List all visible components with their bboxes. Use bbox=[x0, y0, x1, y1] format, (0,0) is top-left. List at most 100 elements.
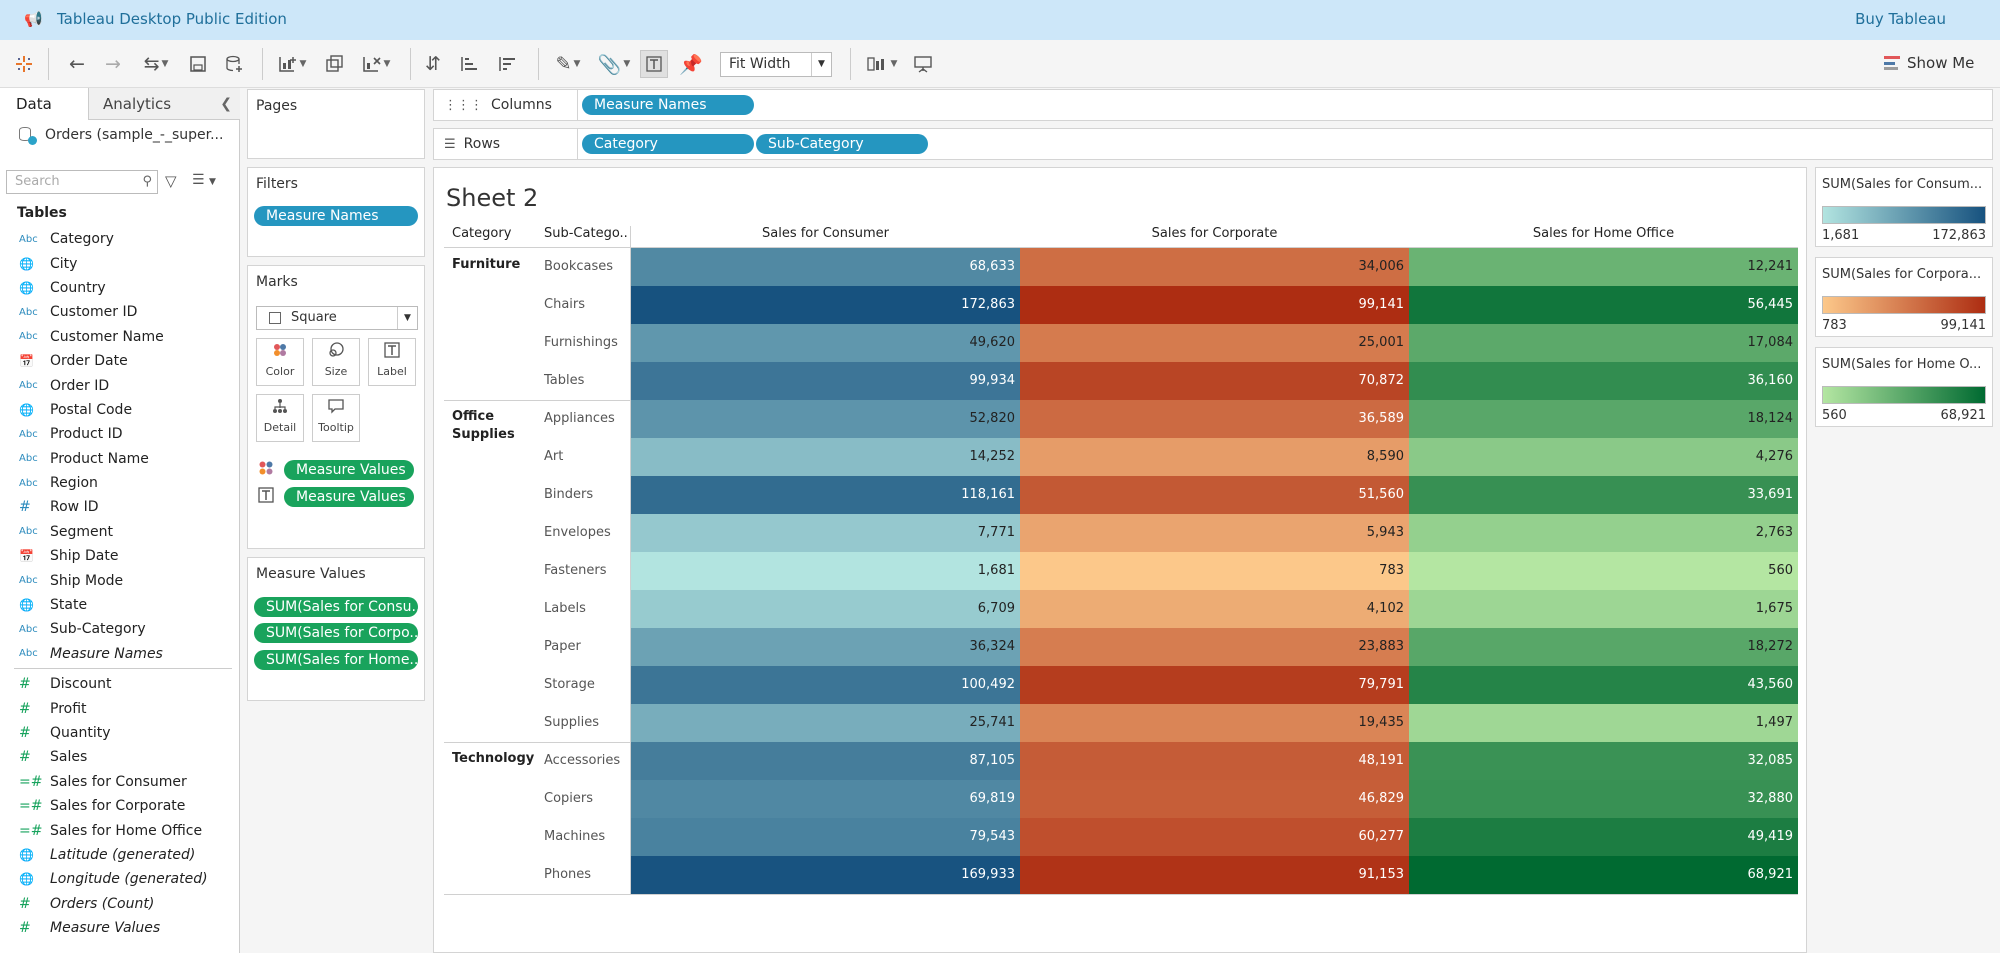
field-item[interactable]: Abc Segment bbox=[0, 520, 240, 544]
data-cell[interactable]: 4,276 bbox=[1409, 438, 1798, 476]
filters-shelf[interactable]: Filters Measure Names bbox=[247, 167, 425, 257]
color-legend-corporate[interactable]: SUM(Sales for Corpora... 783 99,141 bbox=[1815, 257, 1993, 337]
data-cell[interactable]: 560 bbox=[1409, 552, 1798, 590]
category-label[interactable]: Office Supplies bbox=[452, 409, 515, 442]
collapse-pane-icon[interactable]: ❮ bbox=[220, 96, 232, 112]
filter-pill-measure-names[interactable]: Measure Names bbox=[254, 206, 418, 226]
data-cell[interactable]: 60,277 bbox=[1020, 818, 1409, 856]
fit-width-dropdown[interactable]: Fit Width ▼ bbox=[720, 52, 832, 77]
field-item[interactable]: Abc Sub-Category bbox=[0, 617, 240, 641]
data-cell[interactable]: 36,160 bbox=[1409, 362, 1798, 400]
field-item[interactable]: Abc Measure Names bbox=[0, 642, 240, 666]
field-item[interactable]: 🌐 Latitude (generated) bbox=[0, 843, 240, 867]
header-sub-category[interactable]: Sub-Catego.. bbox=[544, 226, 628, 241]
field-item[interactable]: 🌐 State bbox=[0, 593, 240, 617]
category-label[interactable]: Furniture bbox=[452, 257, 521, 272]
data-cell[interactable]: 36,324 bbox=[631, 628, 1020, 666]
sub-category-label[interactable]: Machines bbox=[544, 829, 606, 844]
data-cell[interactable]: 5,943 bbox=[1020, 514, 1409, 552]
field-item[interactable]: 🌐 Country bbox=[0, 276, 240, 300]
data-cell[interactable]: 18,272 bbox=[1409, 628, 1798, 666]
data-cell[interactable]: 12,241 bbox=[1409, 248, 1798, 286]
data-cell[interactable]: 783 bbox=[1020, 552, 1409, 590]
field-item[interactable]: Abc Category bbox=[0, 227, 240, 251]
sub-category-label[interactable]: Phones bbox=[544, 867, 592, 882]
data-cell[interactable]: 2,763 bbox=[1409, 514, 1798, 552]
data-cell[interactable]: 99,141 bbox=[1020, 286, 1409, 324]
data-cell[interactable]: 23,883 bbox=[1020, 628, 1409, 666]
replay-icon[interactable]: ⇆ ▼ bbox=[143, 53, 169, 75]
field-item[interactable]: 🌐 Longitude (generated) bbox=[0, 867, 240, 891]
field-item[interactable]: # Sales bbox=[0, 745, 240, 769]
data-cell[interactable]: 172,863 bbox=[631, 286, 1020, 324]
header-category[interactable]: Category bbox=[452, 226, 512, 241]
field-item[interactable]: # Profit bbox=[0, 696, 240, 720]
data-cell[interactable]: 46,829 bbox=[1020, 780, 1409, 818]
field-item[interactable]: # Quantity bbox=[0, 721, 240, 745]
field-item[interactable]: 🌐 Postal Code bbox=[0, 398, 240, 422]
data-cell[interactable]: 8,590 bbox=[1020, 438, 1409, 476]
data-cell[interactable]: 18,124 bbox=[1409, 400, 1798, 438]
field-item[interactable]: Abc Region bbox=[0, 471, 240, 495]
field-item[interactable]: # Row ID bbox=[0, 495, 240, 519]
data-cell[interactable]: 49,620 bbox=[631, 324, 1020, 362]
field-item[interactable]: 📅 Order Date bbox=[0, 349, 240, 373]
sub-category-label[interactable]: Envelopes bbox=[544, 525, 611, 540]
rows-shelf[interactable]: ☰ Rows Category Sub-Category bbox=[433, 128, 1993, 160]
show-mark-labels-icon[interactable] bbox=[640, 50, 668, 78]
sub-category-label[interactable]: Labels bbox=[544, 601, 586, 616]
pages-shelf[interactable]: Pages bbox=[247, 89, 425, 159]
color-legend-home-office[interactable]: SUM(Sales for Home O... 560 68,921 bbox=[1815, 347, 1993, 427]
field-item[interactable]: Abc Product Name bbox=[0, 447, 240, 471]
tableau-logo-icon[interactable] bbox=[12, 50, 36, 78]
data-cell[interactable]: 79,791 bbox=[1020, 666, 1409, 704]
data-cell[interactable]: 14,252 bbox=[631, 438, 1020, 476]
columns-shelf[interactable]: ⋮⋮⋮ Columns Measure Names bbox=[433, 89, 1993, 121]
data-cell[interactable]: 33,691 bbox=[1409, 476, 1798, 514]
sub-category-label[interactable]: Furnishings bbox=[544, 335, 618, 350]
field-item[interactable]: =# Sales for Corporate bbox=[0, 794, 240, 818]
data-cell[interactable]: 70,872 bbox=[1020, 362, 1409, 400]
data-cell[interactable]: 17,084 bbox=[1409, 324, 1798, 362]
field-item[interactable]: Abc Order ID bbox=[0, 373, 240, 397]
rows-pill-sub-category[interactable]: Sub-Category bbox=[756, 134, 928, 154]
marks-color-pill[interactable]: Measure Values bbox=[284, 460, 414, 480]
presentation-mode-icon[interactable] bbox=[910, 50, 936, 78]
sub-category-label[interactable]: Storage bbox=[544, 677, 595, 692]
data-cell[interactable]: 99,934 bbox=[631, 362, 1020, 400]
field-item[interactable]: Abc Customer ID bbox=[0, 300, 240, 324]
header-sales-corporate[interactable]: Sales for Corporate bbox=[1151, 226, 1278, 241]
data-cell[interactable]: 1,681 bbox=[631, 552, 1020, 590]
data-cell[interactable]: 68,633 bbox=[631, 248, 1020, 286]
undo-icon[interactable]: ← bbox=[69, 53, 85, 75]
data-cell[interactable]: 87,105 bbox=[631, 742, 1020, 780]
data-cell[interactable]: 25,741 bbox=[631, 704, 1020, 742]
header-sales-home-office[interactable]: Sales for Home Office bbox=[1532, 226, 1675, 241]
field-item[interactable]: Abc Product ID bbox=[0, 422, 240, 446]
redo-icon[interactable]: → bbox=[105, 53, 121, 75]
data-cell[interactable]: 43,560 bbox=[1409, 666, 1798, 704]
duplicate-sheet-icon[interactable] bbox=[322, 50, 348, 78]
megaphone-icon[interactable]: 📢 bbox=[24, 10, 43, 28]
filter-icon[interactable]: ▽ bbox=[165, 172, 177, 190]
field-item[interactable]: 🌐 City bbox=[0, 251, 240, 275]
data-cell[interactable]: 100,492 bbox=[631, 666, 1020, 704]
data-cell[interactable]: 19,435 bbox=[1020, 704, 1409, 742]
data-cell[interactable]: 34,006 bbox=[1020, 248, 1409, 286]
new-datasource-icon[interactable] bbox=[222, 50, 246, 78]
field-item[interactable]: Abc Ship Mode bbox=[0, 568, 240, 592]
data-cell[interactable]: 49,419 bbox=[1409, 818, 1798, 856]
sub-category-label[interactable]: Art bbox=[544, 449, 564, 464]
data-cell[interactable]: 48,191 bbox=[1020, 742, 1409, 780]
buy-tableau-link[interactable]: Buy Tableau bbox=[1855, 10, 1946, 28]
data-cell[interactable]: 4,102 bbox=[1020, 590, 1409, 628]
datasource-item[interactable]: Orders (sample_-_super... bbox=[18, 126, 223, 145]
data-cell[interactable]: 7,771 bbox=[631, 514, 1020, 552]
tab-analytics[interactable]: Analytics ❮ bbox=[88, 88, 240, 120]
clear-sheet-icon[interactable]: ▼ bbox=[356, 50, 396, 78]
sub-category-label[interactable]: Tables bbox=[544, 373, 585, 388]
size-button[interactable]: Size bbox=[312, 338, 360, 386]
field-item[interactable]: Abc Customer Name bbox=[0, 325, 240, 349]
measure-value-pill-corporate[interactable]: SUM(Sales for Corpo.. bbox=[254, 623, 418, 643]
data-cell[interactable]: 69,819 bbox=[631, 780, 1020, 818]
